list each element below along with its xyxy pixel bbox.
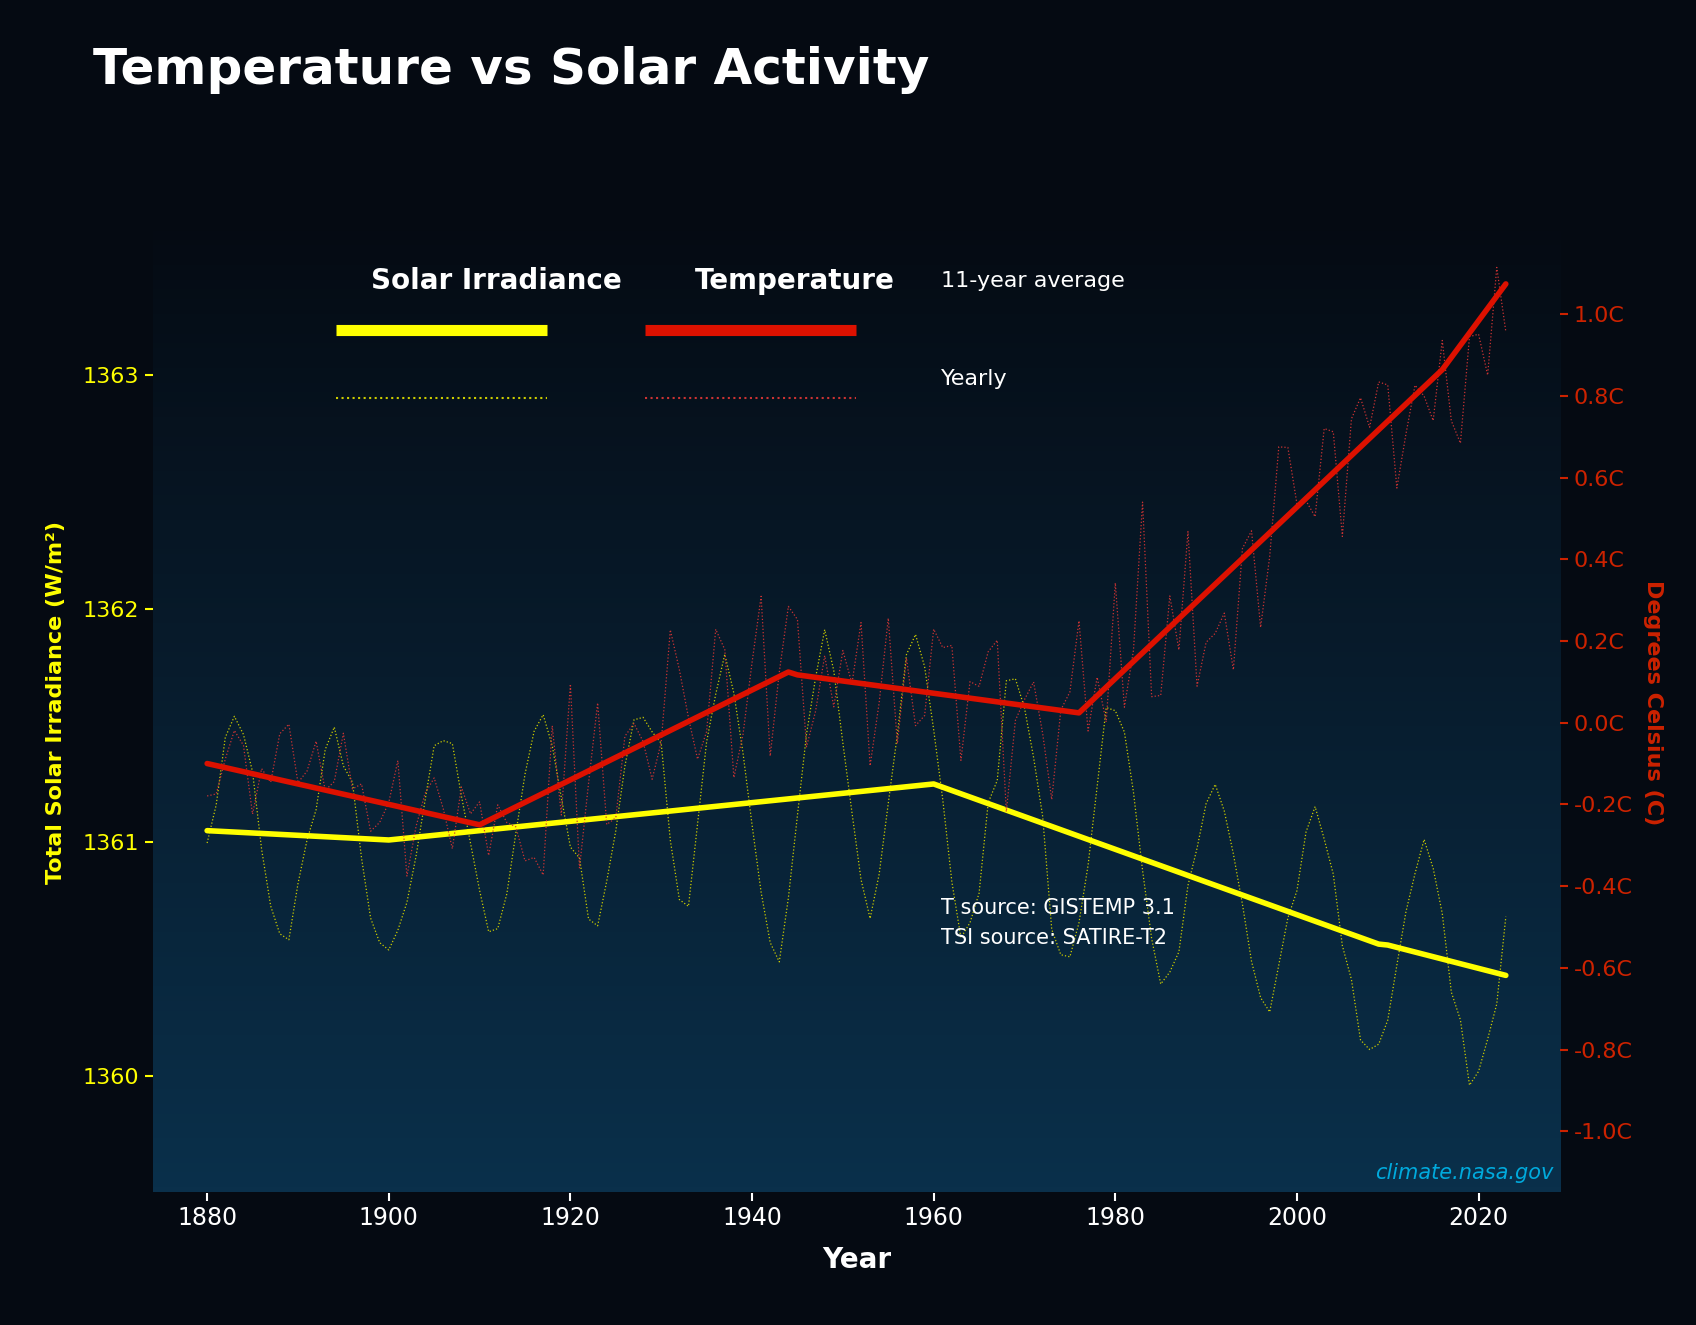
Text: T source: GISTEMP 3.1
TSI source: SATIRE-T2: T source: GISTEMP 3.1 TSI source: SATIRE… bbox=[941, 898, 1175, 947]
Text: Temperature: Temperature bbox=[695, 266, 894, 294]
Text: Temperature vs Solar Activity: Temperature vs Solar Activity bbox=[93, 46, 929, 94]
Y-axis label: Degrees Celsius (C): Degrees Celsius (C) bbox=[1643, 579, 1664, 825]
Text: climate.nasa.gov: climate.nasa.gov bbox=[1375, 1163, 1554, 1183]
Y-axis label: Total Solar Irradiance (W/m²): Total Solar Irradiance (W/m²) bbox=[46, 521, 66, 884]
Text: Yearly: Yearly bbox=[941, 368, 1007, 388]
Text: Solar Irradiance: Solar Irradiance bbox=[371, 266, 621, 294]
Text: 11-year average: 11-year average bbox=[941, 270, 1124, 290]
X-axis label: Year: Year bbox=[823, 1247, 890, 1275]
